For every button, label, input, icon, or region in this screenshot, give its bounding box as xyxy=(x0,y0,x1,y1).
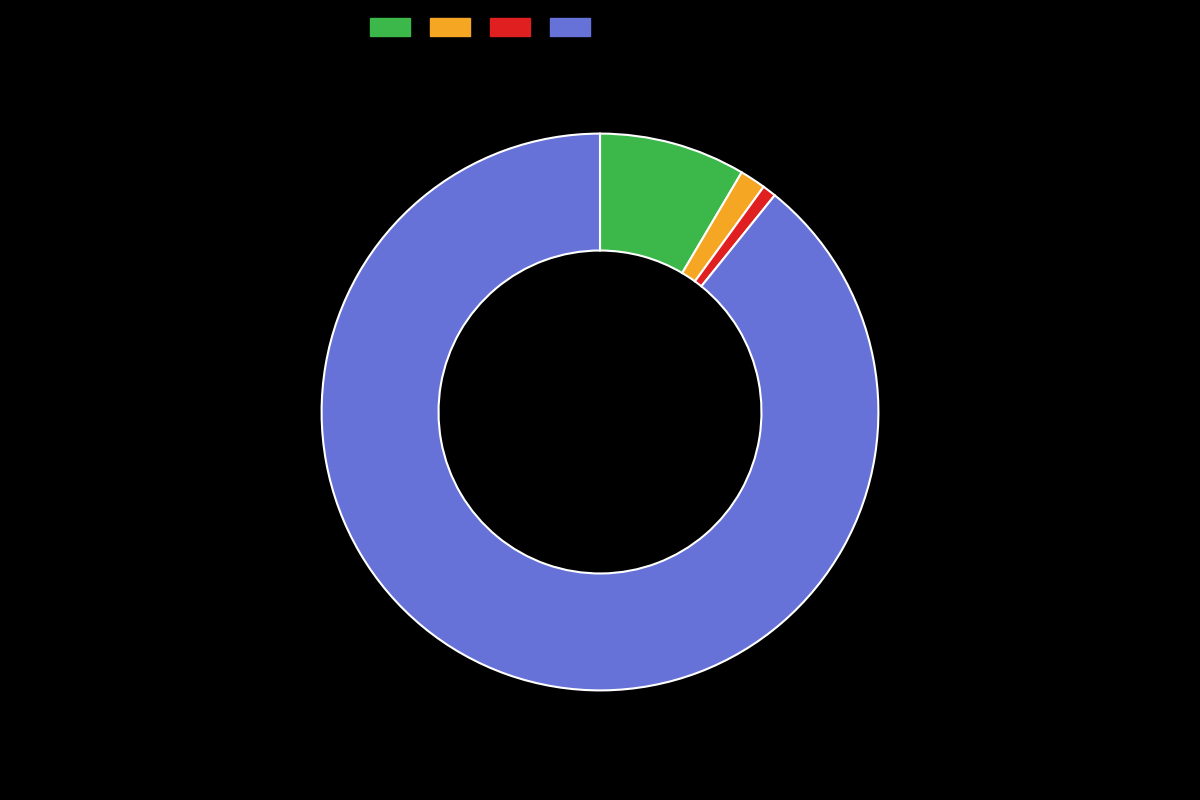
Wedge shape xyxy=(322,134,878,690)
Wedge shape xyxy=(695,186,775,286)
Wedge shape xyxy=(600,134,742,273)
Wedge shape xyxy=(682,172,763,282)
